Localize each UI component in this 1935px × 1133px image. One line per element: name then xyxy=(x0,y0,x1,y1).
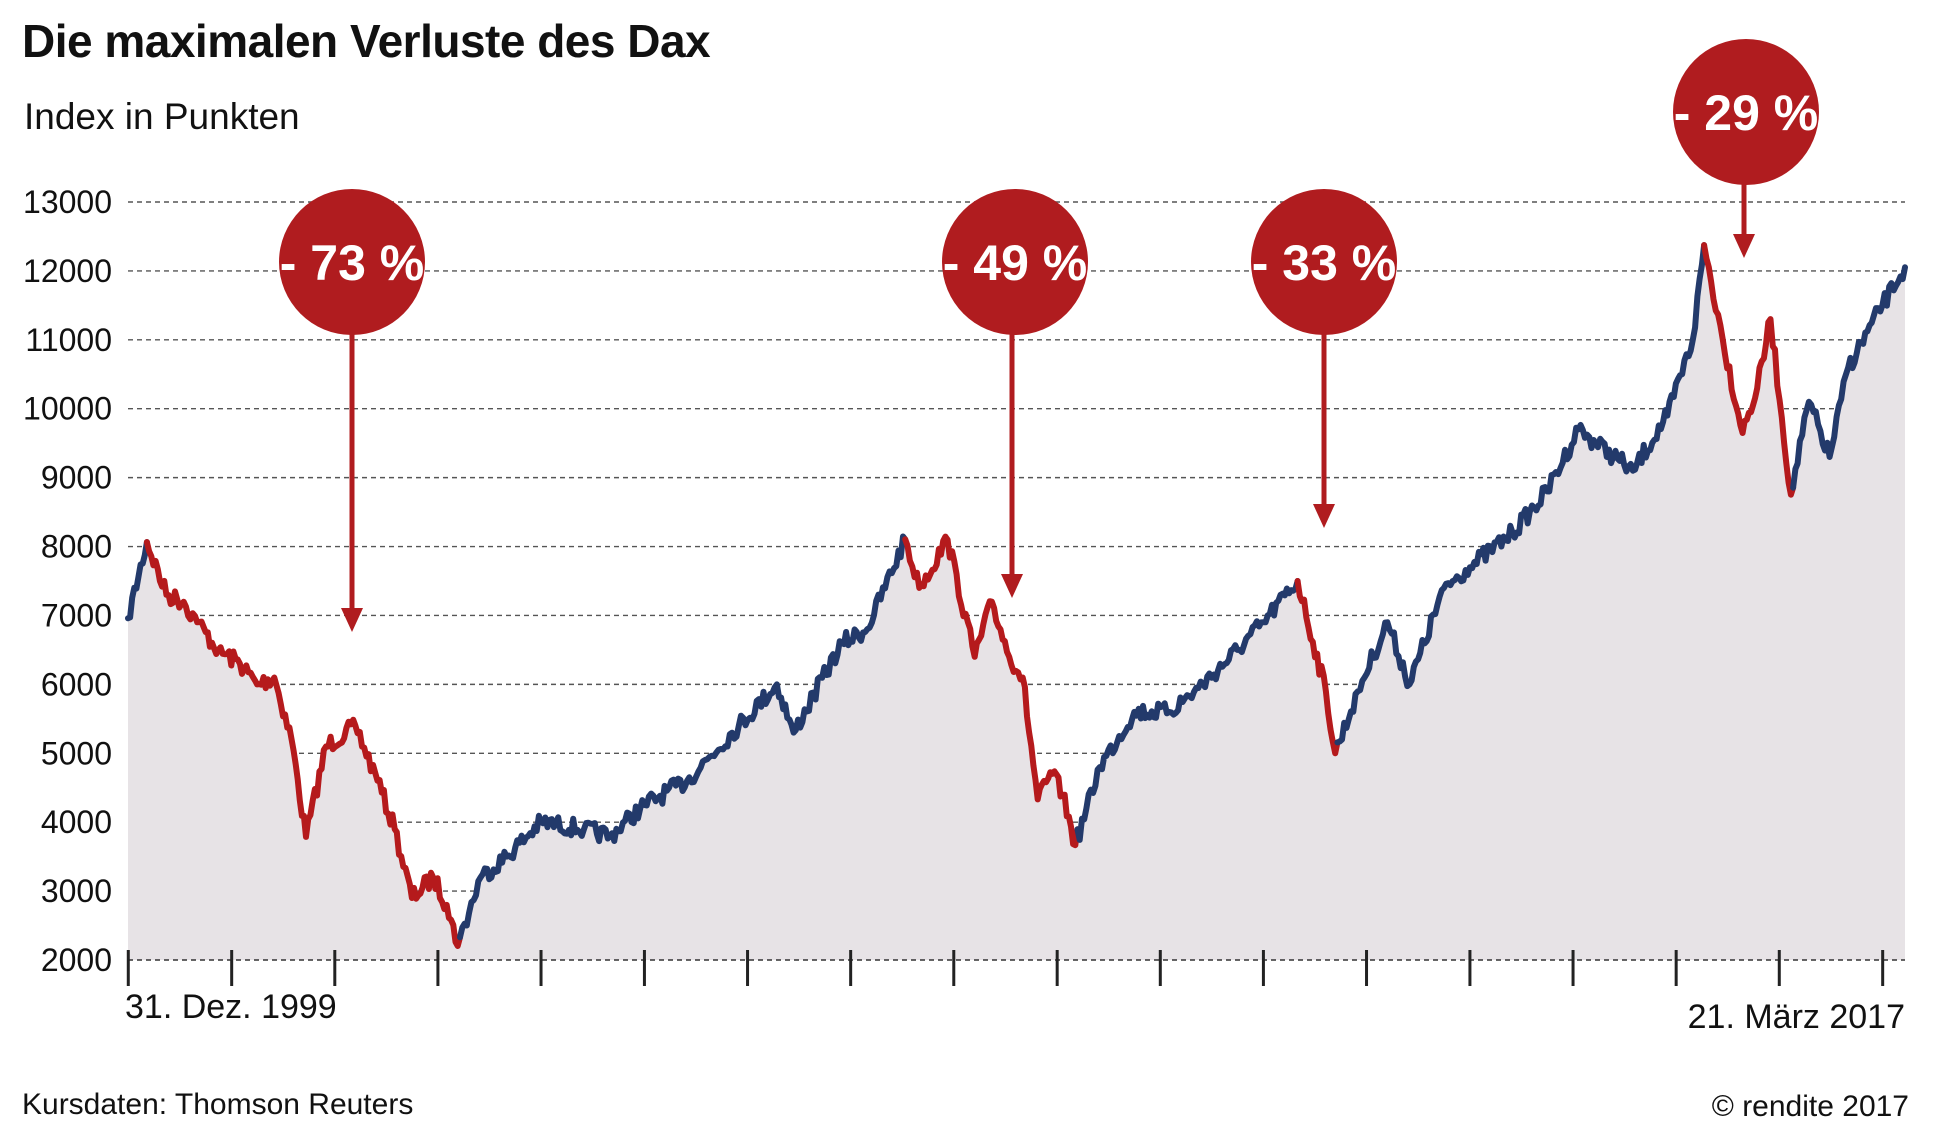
x-axis xyxy=(126,950,1905,986)
y-tick-label: 4000 xyxy=(41,804,112,840)
drawdown-arrow-head xyxy=(1733,234,1755,258)
rising-segment xyxy=(125,539,150,622)
x-axis-end-label: 21. März 2017 xyxy=(1687,998,1905,1036)
chart-title: Die maximalen Verluste des Dax xyxy=(22,15,711,67)
source-note: Kursdaten: Thomson Reuters xyxy=(22,1088,414,1121)
y-tick-label: 13000 xyxy=(23,184,112,220)
y-tick-label: 8000 xyxy=(41,529,112,565)
rising-segment xyxy=(1790,264,1908,491)
copyright-note: © rendite 2017 xyxy=(1711,1090,1909,1123)
y-tick-label: 2000 xyxy=(41,942,112,978)
y-tick-label: 5000 xyxy=(41,735,112,771)
drawdown-segment xyxy=(1701,242,1797,498)
drawdown-badge-label: - 49 % xyxy=(943,235,1088,291)
area-fill xyxy=(128,245,1905,961)
drawdown-badges: - 73 % - 49 % - 33 % - 29 % xyxy=(279,39,1819,632)
drawdown-badge-label: - 33 % xyxy=(1252,235,1397,291)
rising-segment xyxy=(1334,242,1708,746)
drawdown-arrow-head xyxy=(1313,504,1335,528)
y-tick-label: 7000 xyxy=(41,597,112,633)
y-tick-label: 3000 xyxy=(41,873,112,909)
x-axis-start-label: 31. Dez. 1999 xyxy=(125,988,337,1026)
chart-subtitle: Index in Punkten xyxy=(24,96,300,137)
rising-segment xyxy=(457,533,909,941)
drawdown-segment xyxy=(1294,578,1341,757)
y-tick-label: 12000 xyxy=(23,253,112,289)
drawdown-arrow-head xyxy=(1001,574,1023,598)
y-tick-label: 9000 xyxy=(41,460,112,496)
dax-series xyxy=(125,242,1908,949)
rising-segment xyxy=(1074,578,1301,843)
drawdown-badge xyxy=(279,189,425,335)
drawdown-badge-label: - 29 % xyxy=(1674,85,1819,141)
drawdown-badge xyxy=(1251,189,1397,335)
drawdown-segment xyxy=(902,533,1081,849)
drawdown-badge-label: - 73 % xyxy=(280,235,425,291)
y-tick-label: 10000 xyxy=(23,391,112,427)
drawdown-badge xyxy=(942,189,1088,335)
drawdown-badge xyxy=(1673,39,1819,185)
drawdown-segment xyxy=(143,539,463,949)
y-tick-label: 6000 xyxy=(41,666,112,702)
drawdown-arrow-head xyxy=(341,608,363,632)
y-tick-label: 11000 xyxy=(25,322,112,358)
y-axis-ticks: 13000 12000 11000 10000 9000 8000 7000 6000 5000… xyxy=(23,184,112,978)
